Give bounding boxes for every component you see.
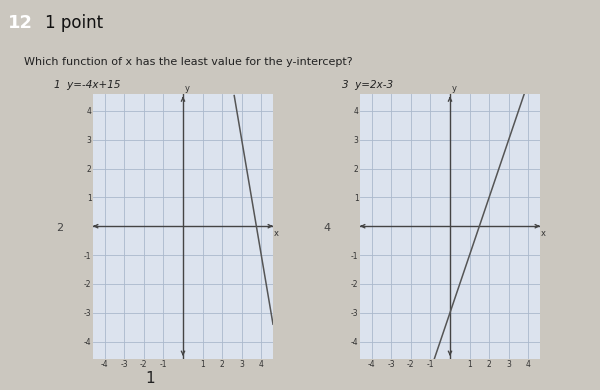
Text: 3  y=2x-3: 3 y=2x-3 xyxy=(342,80,393,90)
Text: Which function of x has the least value for the y-intercept?: Which function of x has the least value … xyxy=(24,57,353,67)
Text: 1  y=-4x+15: 1 y=-4x+15 xyxy=(54,80,121,90)
Text: x: x xyxy=(541,229,545,238)
Text: x: x xyxy=(274,229,278,238)
Text: 1: 1 xyxy=(145,371,155,386)
Text: y: y xyxy=(452,84,457,93)
Text: 1 point: 1 point xyxy=(45,14,103,32)
Text: 4: 4 xyxy=(323,223,331,233)
Text: y: y xyxy=(185,84,190,93)
Text: 12: 12 xyxy=(8,14,33,32)
Text: 2: 2 xyxy=(56,223,64,233)
